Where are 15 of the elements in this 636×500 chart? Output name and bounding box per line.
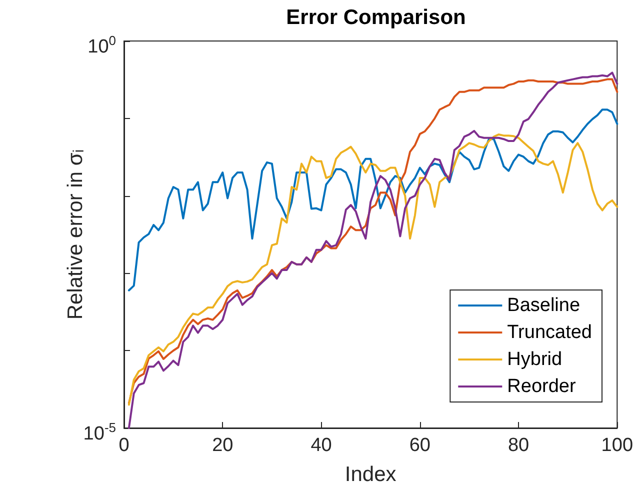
- x-tick-label: 80: [508, 435, 530, 456]
- x-tick-label: 0: [118, 435, 130, 456]
- legend-label: Hybrid: [507, 349, 562, 370]
- x-tick-label: 60: [409, 435, 430, 456]
- chart-title: Error Comparison: [286, 6, 466, 29]
- x-tick-label: 100: [601, 435, 633, 456]
- x-tick-label: 20: [212, 435, 234, 456]
- x-axis-title: Index: [344, 463, 397, 486]
- y-tick-label: 10$^{0}$: [88, 32, 116, 58]
- legend-label: Truncated: [507, 322, 592, 343]
- y-axis-title: Relative error in σᵢ: [64, 149, 87, 320]
- y-tick-label: 10$^{-5}$: [83, 419, 116, 446]
- x-tick-label: 40: [310, 435, 332, 456]
- legend-label: Reorder: [507, 376, 576, 397]
- legend-label: Baseline: [507, 295, 580, 316]
